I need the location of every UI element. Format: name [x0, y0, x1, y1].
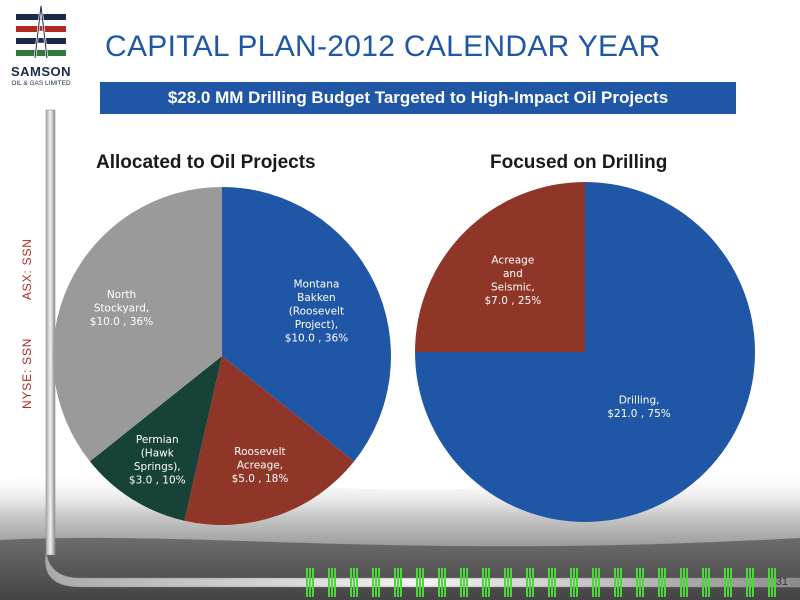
page-title: CAPITAL PLAN-2012 CALENDAR YEAR: [105, 30, 661, 63]
company-subtitle: OIL & GAS LIMITED: [11, 80, 71, 87]
pie2-slice-1-label: Acreage and Seismic, $7.0 , 25%: [485, 255, 542, 308]
pie1-slice-0-label: Montana Bakken (Roosevelt Project), $10.0 , …: [285, 279, 348, 345]
derrick-icon: [16, 6, 66, 59]
slide-number: 31: [775, 576, 788, 588]
pie2-slice-0-label: Drilling, $21.0 , 75%: [607, 394, 670, 420]
pie1-slice-1: [184, 356, 355, 525]
budget-banner: $28.0 MM Drilling Budget Targeted to Hig…: [100, 82, 736, 114]
pie1-slice-2: [89, 356, 222, 521]
frac-marks: [306, 568, 776, 597]
pie1-slice-0: [222, 187, 392, 462]
pie2-slice-1: [415, 182, 585, 352]
pie2-title: Focused on Drilling: [490, 152, 668, 173]
pie1-slice-3: [52, 187, 222, 462]
pie1-title: Allocated to Oil Projects: [96, 152, 316, 173]
pie2-chart: Drilling, $21.0 , 75% Acreage and Seismic, $7…: [415, 182, 755, 522]
pie1-chart: Montana Bakken (Roosevelt Project), $10.0 , …: [52, 187, 392, 525]
pie1-slice-2-label: Permian (Hawk Springs), $3.0 , 10%: [129, 434, 186, 487]
wellbore-curve: [44, 551, 800, 588]
pie1-slice-3-label: North Stockyard, $10.0 , 36%: [90, 289, 153, 328]
company-name: SAMSON: [10, 64, 72, 79]
pie1-slice-1-label: Roosevelt Acreage, $5.0 , 18%: [232, 446, 289, 485]
